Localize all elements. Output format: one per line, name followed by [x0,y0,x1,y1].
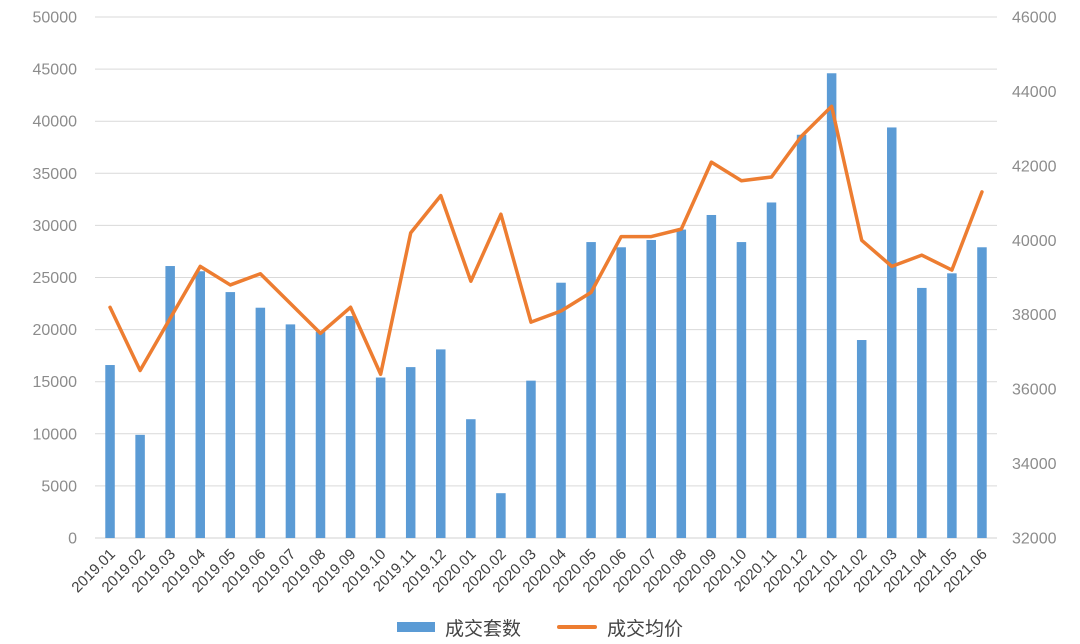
legend-item-line-series: 成交均价 [557,614,683,641]
bar [466,419,476,538]
bar [375,377,386,538]
bar [225,292,236,538]
bar [526,380,536,538]
left-axis-tick-label: 50000 [33,10,78,27]
bar [496,493,506,538]
bar [616,247,626,539]
bar [706,214,717,539]
line-series-swatch [557,625,597,629]
line-series [108,104,984,377]
right-axis-tick-label: 32000 [1012,531,1057,548]
bar [917,287,927,538]
left-axis-tick-label: 30000 [33,218,78,235]
left-axis-tick-label: 25000 [33,270,78,287]
bar [586,242,596,538]
legend: 成交套数 成交均价 [0,612,1080,642]
right-axis-tick-label: 38000 [1012,307,1057,324]
left-axis-tick-labels: 5000045000400003500030000250002000015000… [33,10,78,548]
line-series-label: 成交均价 [607,618,684,640]
bar [887,127,897,539]
bar-series-label: 成交套数 [444,618,521,640]
legend-item-bar-series: 成交套数 [396,614,521,641]
bar [405,367,416,538]
right-axis-tick-label: 40000 [1012,233,1057,250]
right-axis-tick-label: 36000 [1012,382,1057,399]
bar [556,282,566,538]
bar [766,202,777,538]
right-axis-tick-label: 46000 [1012,10,1057,27]
bar [856,340,867,538]
bar [676,229,687,538]
left-axis-tick-label: 5000 [41,478,77,495]
left-axis-tick-label: 20000 [33,322,78,339]
bar [285,324,296,538]
bar [977,247,987,539]
bar-series [105,73,987,539]
bar [255,307,266,538]
bar [796,134,807,538]
right-axis-tick-label: 42000 [1012,158,1057,175]
left-axis-tick-label: 10000 [33,426,78,443]
chart-plot-area: 5000045000400003500030000250002000015000… [33,10,1057,597]
bar [736,242,747,538]
bar [165,266,175,538]
line-path [108,104,984,377]
left-axis-tick-label: 15000 [33,374,78,391]
left-axis-tick-label: 0 [68,531,77,548]
bar [947,273,957,538]
bar [135,434,145,538]
bar [105,365,115,538]
bar-series-swatch [396,622,435,632]
bar [195,271,205,538]
left-axis-tick-label: 35000 [33,166,78,183]
right-axis-tick-label: 34000 [1012,456,1057,473]
bar [345,316,356,538]
bar [646,239,656,538]
right-axis-tick-labels: 46000 44000 42000 40000 38000 36000 34000 32000 [1012,10,1057,548]
bar [315,331,326,538]
x-axis-tick-labels: 2019.012019.022019.032019.042019.052019.… [68,546,990,596]
bar [826,73,837,538]
left-axis-tick-label: 40000 [33,114,78,131]
bar [436,349,446,538]
right-axis-tick-label: 44000 [1012,84,1057,101]
left-axis-tick-label: 45000 [33,62,78,79]
